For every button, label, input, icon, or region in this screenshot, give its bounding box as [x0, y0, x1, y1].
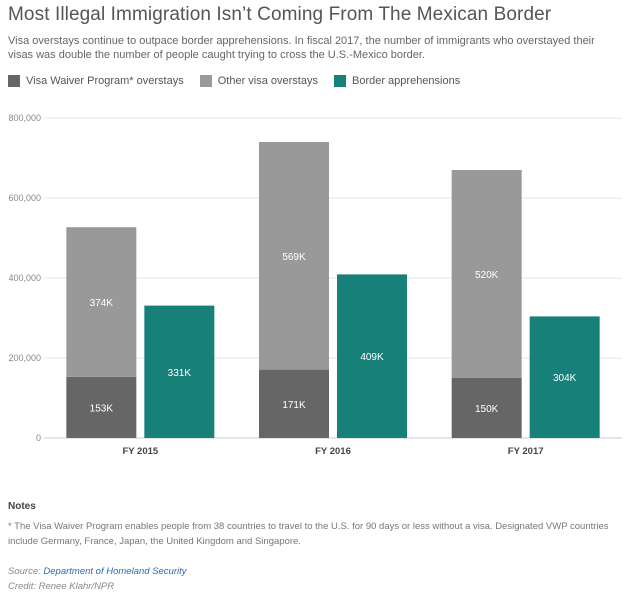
y-tick-label: 800,000: [8, 113, 41, 123]
bar-visa-waiver: [451, 378, 522, 438]
bar-other-visa: [66, 227, 137, 377]
data-label-border: 409K: [360, 352, 384, 363]
legend-item-border: Border apprehensions: [333, 75, 461, 87]
notes-text: * The Visa Waiver Program enables people…: [8, 521, 609, 547]
bar-visa-waiver: [259, 369, 329, 438]
legend-item-other-visa: Other visa overstays: [199, 75, 318, 87]
data-label-other-visa: 569K: [282, 252, 306, 263]
x-category-label: FY 2017: [508, 446, 544, 457]
source-prefix: Source:: [8, 566, 41, 577]
bar-border-apprehensions: [337, 274, 407, 438]
legend: Visa Waiver Program* overstays Other vis…: [8, 73, 476, 89]
bar-chart: 0 200,000 400,000 600,000 800,000 153K 374K 331…: [8, 113, 622, 457]
y-tick-label: 600,000: [8, 193, 41, 203]
y-tick-label: 0: [36, 433, 41, 443]
legend-label-border: Border apprehensions: [351, 75, 461, 87]
chart-subtitle: Visa overstays continue to outpace borde…: [8, 35, 595, 61]
data-label-visa-waiver: 153K: [90, 403, 114, 414]
legend-swatch-other-visa: [199, 75, 212, 87]
data-label-visa-waiver: 171K: [282, 400, 306, 411]
legend-item-visa-waiver: Visa Waiver Program* overstays: [8, 75, 184, 87]
y-tick-label: 400,000: [8, 273, 41, 283]
data-label-visa-waiver: 150K: [475, 404, 499, 415]
source-link[interactable]: Department of Homeland Security: [43, 566, 187, 577]
bar-other-visa: [451, 170, 522, 378]
chart-title: Most Illegal Immigration Isn’t Coming Fr…: [8, 4, 552, 25]
notes-heading: Notes: [8, 501, 36, 512]
data-label-border: 331K: [168, 368, 192, 379]
data-label-other-visa: 520K: [475, 270, 499, 281]
bar-border-apprehensions: [144, 305, 215, 438]
y-tick-label: 200,000: [8, 353, 41, 363]
legend-swatch-border: [333, 75, 346, 87]
source-line: Source: Department of Homeland Security: [8, 566, 186, 577]
bar-other-visa: [259, 142, 329, 370]
data-label-other-visa: 374K: [90, 298, 114, 309]
x-category-label: FY 2015: [122, 446, 158, 457]
bar-border-apprehensions: [529, 316, 600, 438]
legend-label-other-visa: Other visa overstays: [217, 75, 318, 87]
data-label-border: 304K: [553, 373, 577, 384]
credit-line: Credit: Renee Klahr/NPR: [8, 581, 115, 592]
legend-swatch-visa-waiver: [8, 75, 20, 87]
legend-label-visa-waiver: Visa Waiver Program* overstays: [26, 75, 184, 87]
bar-visa-waiver: [66, 376, 137, 438]
x-category-label: FY 2016: [315, 446, 351, 457]
